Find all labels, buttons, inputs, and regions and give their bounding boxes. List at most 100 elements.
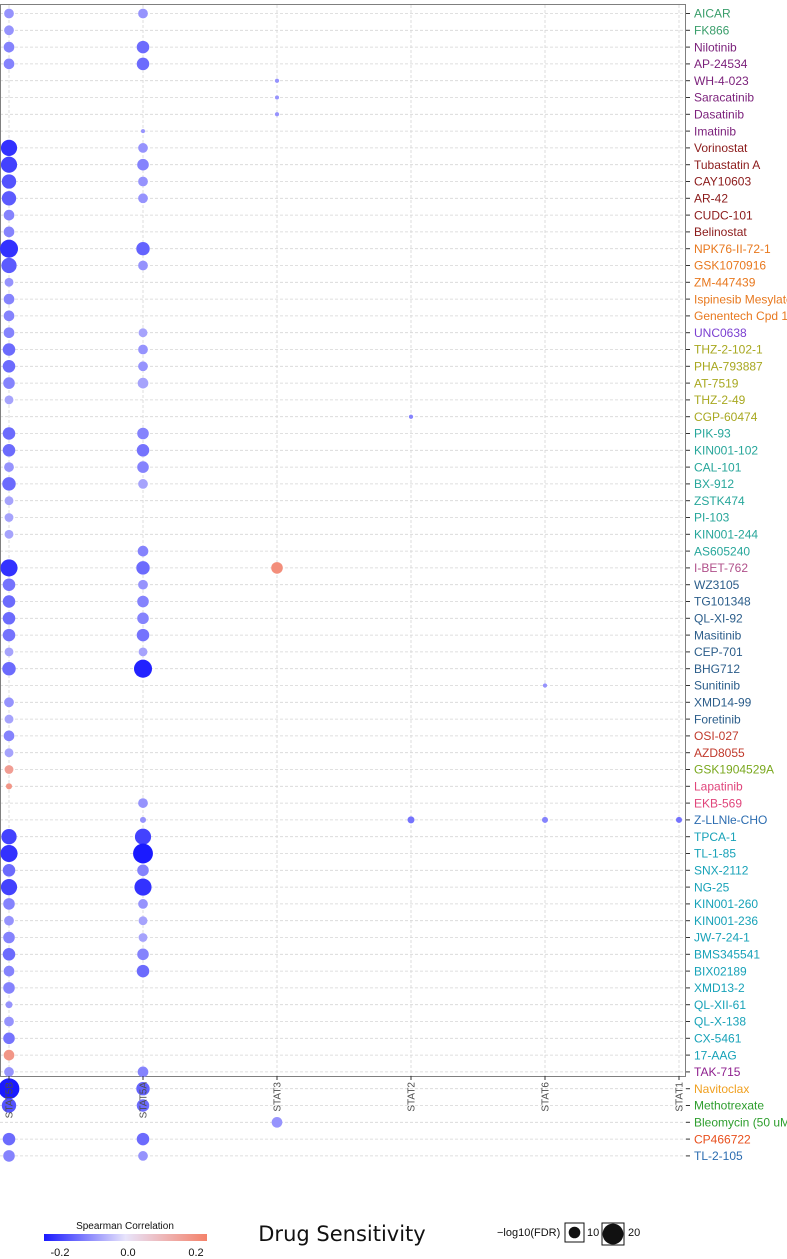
data-point [271,1116,283,1128]
gene-label-stat2: STAT2 [407,1082,418,1112]
drug-label: AICAR [694,7,731,21]
data-point [2,948,16,961]
color-legend-tick-low: -0.2 [51,1247,70,1259]
drug-label: AS605240 [694,544,750,558]
data-point [137,545,149,557]
color-legend-bar [44,1234,207,1241]
data-point [134,828,152,845]
drug-label: QL-XII-61 [694,998,746,1012]
data-point [274,112,280,117]
data-point [4,697,14,708]
drug-label: SNX-2112 [694,864,749,878]
data-point [4,395,14,405]
data-point [137,1066,149,1078]
size-legend-dot-10 [568,1226,581,1239]
drug-label: KIN001-260 [694,897,758,911]
data-point [141,129,145,134]
drug-label: Vorinostat [694,141,748,155]
drug-label: CP466722 [694,1132,751,1146]
data-point [3,209,15,221]
data-point [138,1151,148,1161]
data-point [0,156,18,173]
data-point [136,40,150,54]
data-point [136,964,150,978]
data-point [3,1032,15,1045]
drug-label: TG101348 [694,595,751,609]
data-point [2,595,16,608]
drug-label: Nilotinib [694,40,737,54]
data-point [138,899,148,909]
data-point [271,562,283,574]
data-point [3,41,15,53]
drug-labels: AICAR FK866 Nilotinib AP-24534 WH-4-023 Sarac… [686,7,787,1163]
data-point [138,916,148,926]
data-point [2,477,16,491]
drug-label: Belinostat [694,225,747,239]
data-point [138,647,148,657]
data-point [4,647,14,657]
data-point [2,444,16,457]
data-point [4,1067,14,1077]
size-legend-title: −log10(FDR) [497,1227,560,1239]
data-point [0,239,19,258]
drug-label: AR-42 [694,192,728,206]
data-point [4,8,14,19]
drug-label: I-BET-762 [694,561,748,575]
data-point [0,844,18,863]
drug-label: THZ-2-102-1 [694,343,763,357]
drug-label: 17-AAG [694,1048,737,1062]
legend: Spearman Correlation -0.2 0.0 0.2 Drug S… [44,1221,640,1259]
gene-label-stat6: STAT6 [541,1082,552,1112]
data-point [138,176,148,187]
data-point [137,461,149,473]
drug-label: Dasatinib [694,108,744,122]
drug-label: QL-X-138 [694,1015,746,1029]
data-point [133,659,153,678]
gene-labels: STAT5B STAT5A STAT3 STAT2 STAT6 STAT1 [5,1076,686,1118]
drug-label: Z-LLNle-CHO [694,813,767,827]
drug-label: NPK76-II-72-1 [694,242,771,256]
data-point [2,360,16,373]
data-point [0,559,18,577]
data-point [136,628,150,642]
drug-label: KIN001-236 [694,914,758,928]
drug-label: AT-7519 [694,376,739,390]
data-point [136,1099,150,1112]
data-point [5,783,13,790]
drug-label: BMS345541 [694,948,760,962]
drug-label: Masitinib [694,628,742,642]
data-point [136,1132,150,1146]
data-point [408,414,414,419]
data-point [0,139,18,156]
drug-label: CGP-60474 [694,410,758,424]
data-point [1,829,17,845]
data-point [3,226,15,238]
drug-label: THZ-2-49 [694,393,746,407]
drug-label: Imatinib [694,124,736,138]
data-point [137,595,149,608]
drug-label: Sunitinib [694,679,740,693]
drug-label: BX-912 [694,477,734,491]
drug-label: TL-2-105 [694,1149,743,1163]
chart-title: Drug Sensitivity [258,1222,425,1246]
data-point [2,661,16,676]
data-point [3,310,15,322]
data-point [138,344,148,355]
drug-label: BIX02189 [694,964,747,978]
drug-label: Navitoclax [694,1082,749,1096]
data-point [541,816,549,823]
data-point [4,462,14,472]
data-point [3,898,15,910]
data-point [133,843,153,864]
drug-label: PI-103 [694,511,730,525]
data-point [5,1001,13,1009]
drug-label: CEP-701 [694,645,743,659]
drug-label: JW-7-24-1 [694,931,750,945]
grid-lines [0,5,686,1157]
data-point [2,343,16,356]
data-point [138,579,148,590]
gene-label-stat5a: STAT5A [139,1082,150,1119]
drug-label: GSK1904529A [694,763,774,777]
drug-label: XMD14-99 [694,696,752,710]
